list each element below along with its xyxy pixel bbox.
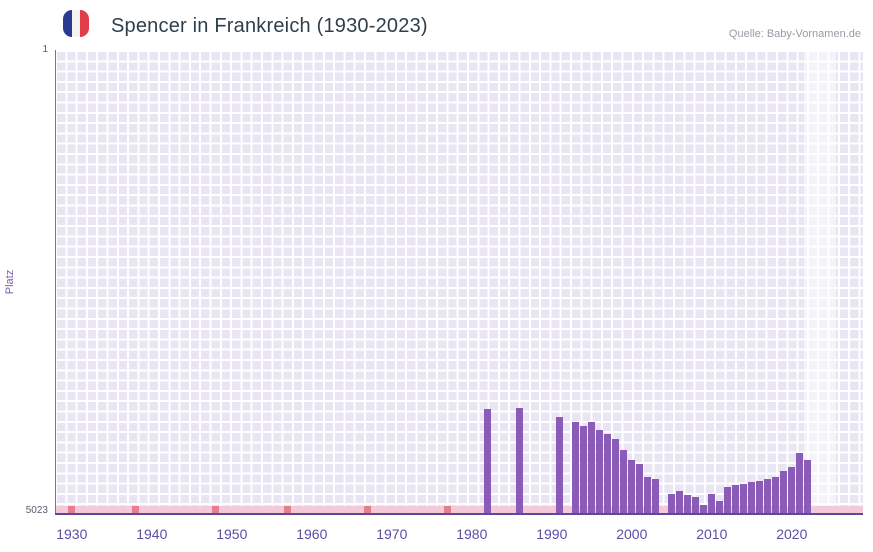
rank-bar-2001[interactable] — [636, 463, 644, 513]
y-axis-label: Platz — [4, 269, 17, 295]
rank-bar-2020[interactable] — [788, 466, 796, 513]
rank-marker-1938[interactable] — [132, 506, 140, 513]
x-tick-1980: 1980 — [456, 526, 488, 542]
rank-bar-2010[interactable] — [708, 493, 716, 513]
rank-bar-1991[interactable] — [556, 417, 564, 513]
rank-bar-2005[interactable] — [668, 493, 676, 513]
x-tick-1930: 1930 — [56, 526, 88, 542]
rank-bar-2011[interactable] — [716, 500, 724, 513]
x-tick-2000: 2000 — [616, 526, 648, 542]
rank-bar-2013[interactable] — [732, 485, 740, 513]
rank-bar-2006[interactable] — [676, 490, 684, 513]
x-tick-1960: 1960 — [296, 526, 328, 542]
rank-marker-1967[interactable] — [364, 506, 372, 513]
x-axis-line — [55, 513, 863, 515]
chart-title: Spencer in Frankreich (1930-2023) — [111, 15, 428, 37]
y-tick-top: 1 — [42, 44, 48, 55]
x-tick-1950: 1950 — [216, 526, 248, 542]
rank-bar-2002[interactable] — [644, 476, 652, 513]
rank-marker-1977[interactable] — [444, 506, 452, 513]
x-tick-1970: 1970 — [376, 526, 408, 542]
rank-bar-1994[interactable] — [580, 425, 588, 513]
y-tick-bottom: 5023 — [25, 505, 48, 516]
rank-marker-1930[interactable] — [68, 506, 76, 513]
rank-bar-2012[interactable] — [724, 486, 732, 513]
rank-bar-1995[interactable] — [588, 421, 596, 513]
rank-bar-2017[interactable] — [764, 478, 772, 513]
france-flag-icon — [63, 10, 89, 37]
rank-bar-1982[interactable] — [484, 408, 492, 513]
rank-bar-2022[interactable] — [804, 459, 812, 513]
y-axis-line — [55, 50, 56, 515]
source-attribution: Quelle: Baby-Vornamen.de — [728, 28, 861, 40]
rank-bar-2021[interactable] — [796, 452, 804, 513]
rank-bar-2016[interactable] — [756, 480, 764, 513]
rank-marker-1948[interactable] — [212, 506, 220, 513]
rank-bar-2015[interactable] — [748, 481, 756, 513]
rank-bar-1997[interactable] — [604, 433, 612, 513]
rank-bar-2000[interactable] — [628, 459, 636, 513]
rank-bar-2003[interactable] — [652, 478, 660, 513]
flag-stripe-blue — [63, 10, 72, 37]
bottom-rank-band — [55, 506, 863, 513]
x-tick-2020: 2020 — [776, 526, 808, 542]
x-tick-2010: 2010 — [696, 526, 728, 542]
flag-stripe-red — [80, 10, 89, 37]
rank-bar-1998[interactable] — [612, 439, 620, 513]
rank-bar-2018[interactable] — [772, 476, 780, 513]
rank-bar-2014[interactable] — [740, 483, 748, 513]
plot-area — [55, 50, 863, 515]
rank-bar-1986[interactable] — [516, 408, 524, 513]
x-tick-1990: 1990 — [536, 526, 568, 542]
recent-years-highlight-band — [803, 50, 836, 515]
rank-bar-2008[interactable] — [692, 496, 700, 513]
rank-bar-2009[interactable] — [700, 504, 708, 513]
rank-bar-2019[interactable] — [780, 470, 788, 513]
rank-bar-1996[interactable] — [596, 429, 604, 513]
rank-bar-1999[interactable] — [620, 450, 628, 513]
x-tick-1940: 1940 — [136, 526, 168, 542]
rank-bar-1993[interactable] — [572, 422, 580, 513]
rank-marker-1957[interactable] — [284, 506, 292, 513]
rank-bar-2007[interactable] — [684, 494, 692, 513]
flag-stripe-white — [71, 10, 81, 37]
